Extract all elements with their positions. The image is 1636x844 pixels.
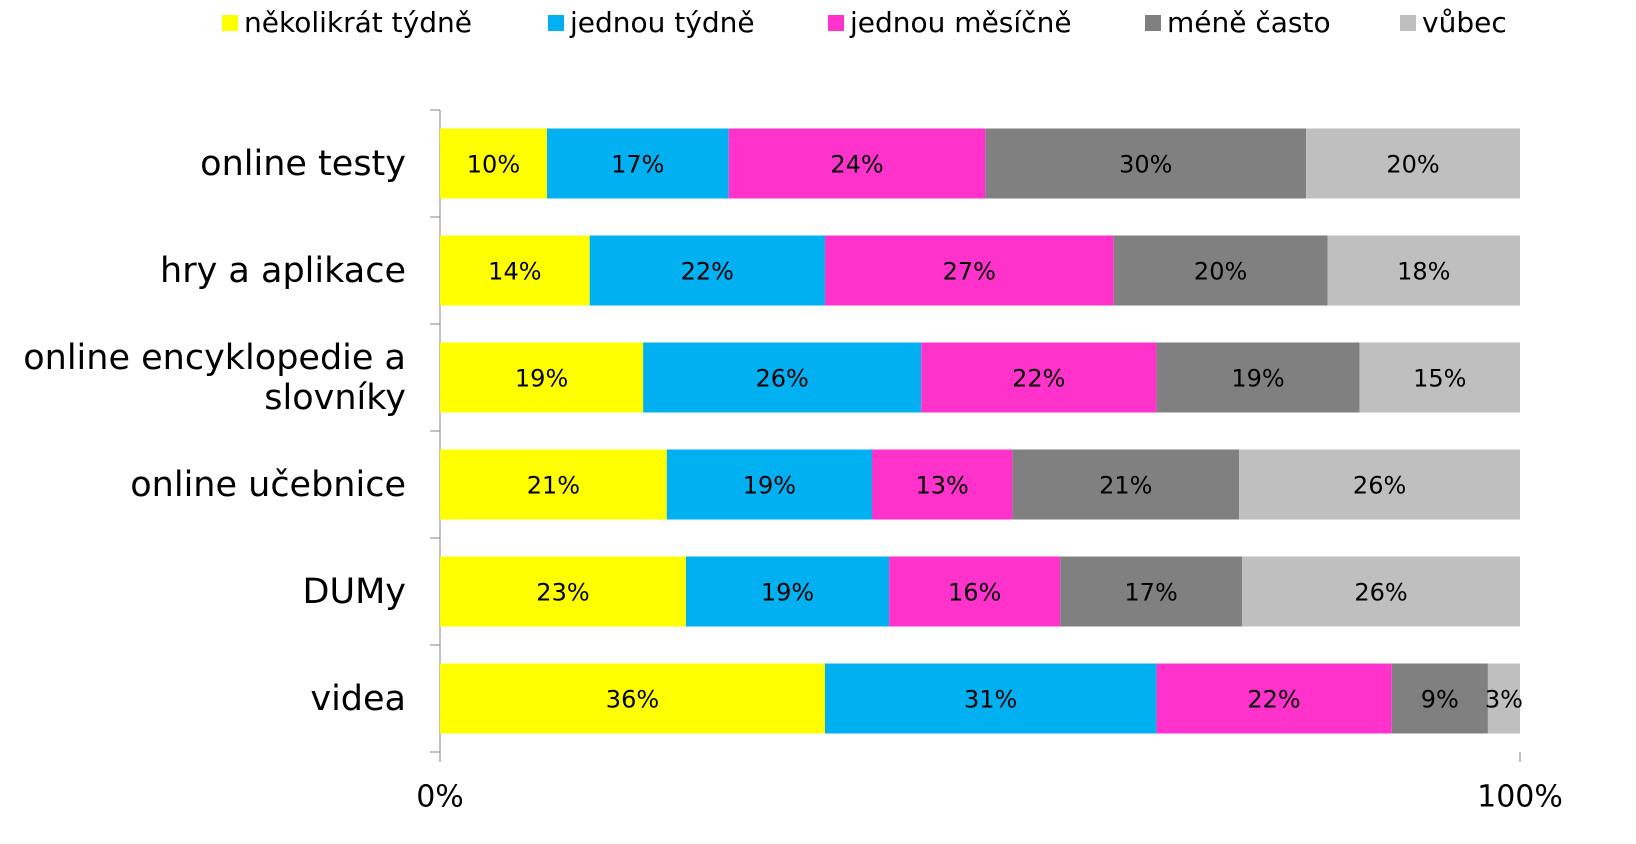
bar-segment — [1241, 556, 1520, 627]
bar-segment — [440, 663, 825, 734]
bar-segment — [440, 128, 547, 199]
x-tick-label: 0% — [416, 780, 464, 815]
bar-segment — [1239, 449, 1520, 520]
category-label: DUMy — [302, 571, 406, 612]
value-label: 15% — [1413, 365, 1466, 393]
value-label: 26% — [756, 365, 809, 393]
value-label: 19% — [515, 365, 568, 393]
value-label: 20% — [1194, 258, 1247, 286]
legend-label: vůbec — [1422, 6, 1507, 39]
value-label: 16% — [948, 579, 1001, 607]
category-label: online učebnice — [130, 464, 406, 505]
bar-segment — [1327, 235, 1520, 306]
bar-segment — [1391, 663, 1488, 734]
value-label: 10% — [467, 151, 520, 179]
category-label: hry a aplikace — [160, 250, 406, 291]
value-label: 22% — [1247, 686, 1300, 714]
value-label: 13% — [916, 472, 969, 500]
bar-segment — [872, 449, 1013, 520]
value-label: 21% — [527, 472, 580, 500]
value-label: 20% — [1386, 151, 1439, 179]
bar-segment — [589, 235, 825, 306]
bar-segment — [728, 128, 986, 199]
value-label: 19% — [743, 472, 796, 500]
value-label: 3% — [1485, 686, 1523, 714]
bar-segment — [440, 235, 590, 306]
value-label: 27% — [943, 258, 996, 286]
bar-segment — [546, 128, 729, 199]
value-label: 36% — [606, 686, 659, 714]
bar-segment — [685, 556, 890, 627]
legend-label: jednou týdně — [569, 6, 755, 39]
value-label: 31% — [964, 686, 1017, 714]
legend-label: několikrát týdně — [244, 6, 472, 39]
value-label: 24% — [830, 151, 883, 179]
value-label: 26% — [1353, 472, 1406, 500]
value-label: 17% — [611, 151, 664, 179]
bar-segment — [1156, 342, 1360, 413]
value-label: 19% — [1231, 365, 1284, 393]
value-label: 22% — [1012, 365, 1065, 393]
category-label: online testy — [200, 143, 406, 184]
category-label: videa — [310, 678, 406, 719]
bar-segment — [643, 342, 922, 413]
value-label: 14% — [488, 258, 541, 286]
legend-swatch — [828, 15, 844, 31]
value-label: 17% — [1124, 579, 1177, 607]
bar-segment — [889, 556, 1061, 627]
bar-segment — [1156, 663, 1392, 734]
bar-segment — [1359, 342, 1520, 413]
category-label: online encyklopedie a slovníky — [23, 337, 406, 418]
x-tick-label: 100% — [1477, 780, 1563, 815]
bar-segment — [921, 342, 1157, 413]
bar-segment — [440, 556, 686, 627]
value-label: 21% — [1099, 472, 1152, 500]
bar-segment — [985, 128, 1307, 199]
value-label: 30% — [1119, 151, 1172, 179]
legend-label: jednou měsíčně — [849, 6, 1072, 39]
bar-segment — [1113, 235, 1328, 306]
bar-segment — [824, 235, 1114, 306]
value-label: 26% — [1354, 579, 1407, 607]
bar-segment — [440, 449, 667, 520]
legend-swatch — [548, 15, 564, 31]
value-label: 19% — [761, 579, 814, 607]
bar-segment — [824, 663, 1157, 734]
bar-segment — [1487, 663, 1520, 734]
value-label: 18% — [1397, 258, 1450, 286]
bar-segment — [1306, 128, 1520, 199]
bar-segment — [1012, 449, 1240, 520]
legend-label: méně často — [1167, 6, 1331, 39]
value-label: 9% — [1421, 686, 1459, 714]
bar-segment — [666, 449, 872, 520]
bar-segment — [440, 342, 644, 413]
value-label: 22% — [681, 258, 734, 286]
legend-swatch — [222, 15, 238, 31]
legend-swatch — [1145, 15, 1161, 31]
value-label: 23% — [536, 579, 589, 607]
bar-segment — [1060, 556, 1242, 627]
legend-swatch — [1400, 15, 1416, 31]
